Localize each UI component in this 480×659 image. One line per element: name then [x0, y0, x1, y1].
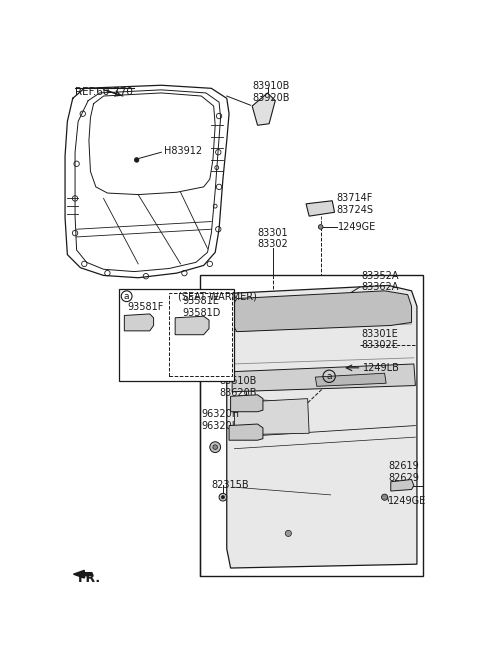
Polygon shape	[232, 291, 411, 331]
Text: 93581F: 93581F	[127, 302, 164, 312]
Circle shape	[221, 496, 225, 499]
Text: REF.60-770: REF.60-770	[75, 87, 133, 97]
Text: 93581E
93581D: 93581E 93581D	[183, 296, 221, 318]
Polygon shape	[124, 314, 154, 331]
Circle shape	[285, 530, 291, 536]
Text: 83910B
83920B: 83910B 83920B	[252, 82, 289, 103]
Polygon shape	[175, 316, 209, 335]
Circle shape	[318, 225, 323, 229]
Text: (SEAT WARMER): (SEAT WARMER)	[178, 292, 257, 302]
Polygon shape	[230, 395, 263, 412]
Text: 83301E
83302E: 83301E 83302E	[361, 329, 398, 350]
Text: H83912: H83912	[164, 146, 202, 156]
Text: 82315B: 82315B	[211, 480, 249, 490]
Bar	[200, 275, 423, 576]
Text: 1249LB: 1249LB	[363, 363, 400, 373]
Text: 1249GE: 1249GE	[338, 222, 377, 232]
Polygon shape	[229, 424, 263, 440]
Text: 96320H
96320J: 96320H 96320J	[201, 409, 240, 431]
Text: 83352A
83362A: 83352A 83362A	[361, 271, 399, 293]
Polygon shape	[227, 285, 417, 568]
Bar	[169, 293, 232, 376]
Circle shape	[219, 494, 227, 501]
Text: 1249GE: 1249GE	[388, 496, 427, 506]
Polygon shape	[234, 399, 309, 435]
Circle shape	[210, 442, 221, 453]
Circle shape	[213, 445, 217, 449]
Polygon shape	[315, 373, 386, 386]
Text: 82619
82629: 82619 82629	[388, 461, 420, 482]
Polygon shape	[252, 93, 275, 125]
Text: a: a	[124, 292, 130, 301]
Text: a: a	[326, 372, 332, 381]
Polygon shape	[391, 480, 414, 491]
Polygon shape	[232, 364, 415, 391]
Polygon shape	[73, 570, 92, 578]
Bar	[119, 289, 234, 381]
Text: 83301
83302: 83301 83302	[258, 227, 288, 249]
Circle shape	[134, 158, 139, 162]
Text: FR.: FR.	[78, 571, 101, 585]
Text: 83610B
83620B: 83610B 83620B	[219, 376, 256, 398]
Polygon shape	[306, 201, 335, 216]
Circle shape	[382, 494, 388, 500]
Text: 83714F
83724S: 83714F 83724S	[337, 193, 374, 215]
